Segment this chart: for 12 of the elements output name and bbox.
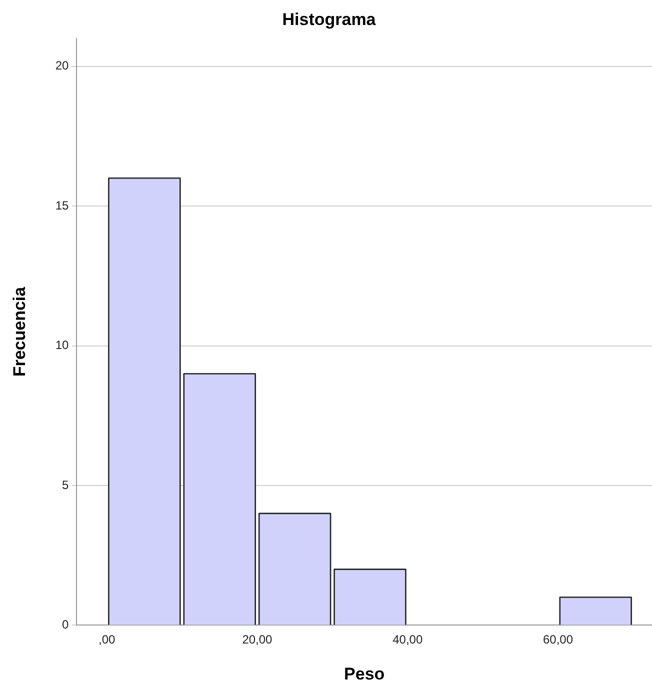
y-tick-label: 15 [55,198,70,212]
y-tick-label: 0 [62,618,70,632]
y-tick-label: 20 [55,58,70,73]
chart-title: Histograma [282,10,376,29]
x-tick-label: 20,00 [242,632,273,647]
y-axis-title: Frecuencia [10,286,29,377]
x-tick-label: 60,00 [542,632,574,647]
y-tick-label: 5 [62,478,70,492]
x-tick-label: 40,00 [392,632,423,647]
x-axis-title: Peso [344,664,385,684]
y-tick-label: 10 [55,338,70,352]
x-tick-label: ,00 [98,632,116,647]
